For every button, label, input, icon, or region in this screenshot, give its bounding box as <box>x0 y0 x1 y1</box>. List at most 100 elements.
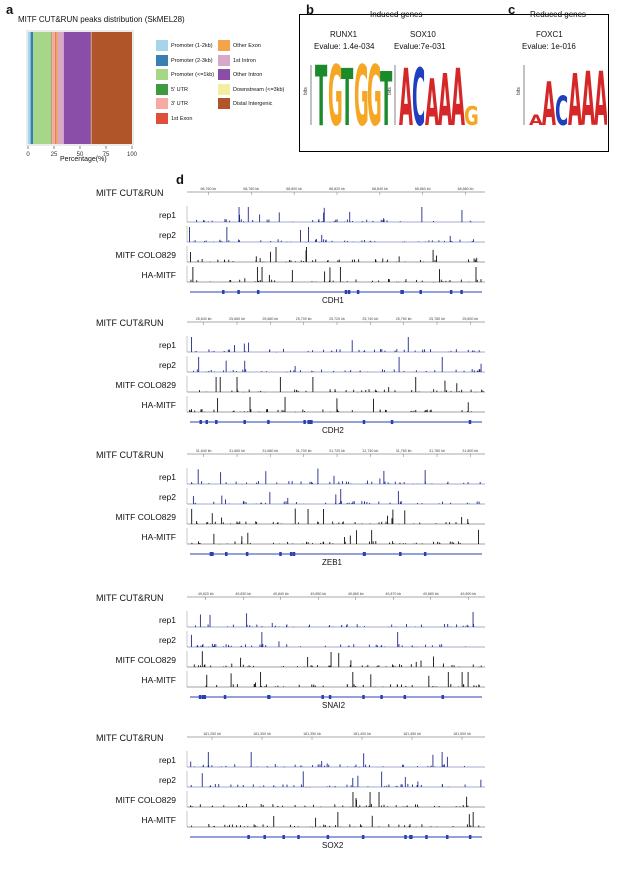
coord-label: 68,860 kb <box>415 187 431 191</box>
logo-letter: G <box>354 55 369 146</box>
motif-sox10-name: SOX10 <box>410 30 436 39</box>
x-axis: 0 25 50 75 100 <box>26 146 138 158</box>
coord-label: 31,740 kb <box>362 449 378 453</box>
track-label: rep2 <box>158 635 176 645</box>
panel-b-letter: b <box>306 2 314 17</box>
coord-label: 31,680 kb <box>262 449 278 453</box>
track-label: rep1 <box>158 340 176 350</box>
bar-segment-5 <box>55 32 56 144</box>
motif-foxc1-evalue: Evalue: 1e-016 <box>522 42 576 51</box>
coord-label: 31,660 kb <box>229 449 245 453</box>
coord-label: 31,780 kb <box>429 449 445 453</box>
track-label: rep1 <box>158 472 176 482</box>
bar-segment-0 <box>28 32 31 144</box>
bar-segment-2 <box>33 32 51 144</box>
track-label: rep1 <box>158 210 176 220</box>
legend-entry: 5' UTR <box>156 83 188 95</box>
locus-svg-sox2: 181,250 kb 181,300 kb 181,350 kb 181,400 kb… <box>186 732 485 839</box>
coord-label: 181,250 kb <box>203 732 221 736</box>
logo-letter: A <box>425 66 439 141</box>
legend-entry: 3' UTR <box>156 98 188 109</box>
bar-segment-1 <box>30 32 34 144</box>
coord-label: 68,780 kb <box>243 187 259 191</box>
logo-letter: A <box>581 56 595 143</box>
track-label: HA-MITF <box>141 400 176 410</box>
track-label: rep2 <box>158 492 176 502</box>
track-label: rep2 <box>158 775 176 785</box>
motif-runx1-name: RUNX1 <box>330 30 358 39</box>
coord-label: 25,660 kb <box>229 317 245 321</box>
bits-label: bits <box>516 87 522 95</box>
track-label: HA-MITF <box>141 270 176 280</box>
bar-segment-6 <box>55 32 58 144</box>
track-label: rep2 <box>158 230 176 240</box>
bar-segment-7 <box>57 32 64 144</box>
bits-label: bits <box>303 87 309 95</box>
coord-label: 181,350 kb <box>303 732 321 736</box>
track-label: MITF COLO829 <box>115 380 176 390</box>
panel-a-title: MITF CUT&RUN peaks distribution (SkMEL28… <box>18 15 185 24</box>
panel-c-title: Reduced genes <box>530 10 587 19</box>
panel-a-xlabel: Percentage(%) <box>60 156 107 163</box>
coord-label: 25,720 kb <box>329 317 345 321</box>
locus-svg-cdh2: 25,640 kb 25,660 kb 25,680 kb 25,700 kb 25,7… <box>186 317 485 424</box>
logo-letter: A <box>529 112 543 129</box>
legend-entry: Other Intron <box>218 69 262 80</box>
coord-label: 25,680 kb <box>262 317 278 321</box>
legend-entry: Downstream (<=3kb) <box>218 83 284 95</box>
logo-letter: A <box>399 55 413 144</box>
track-label: HA-MITF <box>141 675 176 685</box>
coord-label: 49,870 kb <box>385 592 401 596</box>
coord-label: 31,720 kb <box>329 449 345 453</box>
locus-header-label: MITF CUT&RUN <box>96 318 164 328</box>
track-label: MITF COLO829 <box>115 250 176 260</box>
logo-letter: A <box>451 55 465 144</box>
coord-label: 68,800 kb <box>286 187 302 191</box>
legend-entry: Distal Intergenic <box>218 98 272 109</box>
panel-b-title: Induced genes <box>370 10 423 19</box>
logo-letter: A <box>438 61 452 143</box>
gene-name: CDH1 <box>322 296 344 305</box>
coord-label: 68,880 kb <box>458 187 474 191</box>
logo-sox10: bits A C A A A G <box>387 55 479 144</box>
logo-letter: G <box>464 102 479 132</box>
track-label: rep1 <box>158 755 176 765</box>
x-tick-label: 50 <box>77 152 84 158</box>
track-label: HA-MITF <box>141 815 176 825</box>
coord-label: 25,760 kb <box>396 317 412 321</box>
bar-segment-10 <box>91 32 132 144</box>
locus-svg-zeb1: 31,640 kb 31,660 kb 31,680 kb 31,700 kb 31,7… <box>186 449 485 556</box>
coord-label: 181,400 kb <box>353 732 371 736</box>
bar-segment-8 <box>63 32 91 144</box>
coord-label: 181,500 kb <box>453 732 471 736</box>
x-tick-label: 75 <box>103 152 110 158</box>
motif-box <box>299 14 609 152</box>
logo-letter: A <box>542 71 556 140</box>
locus-header-label: MITF CUT&RUN <box>96 593 164 603</box>
coord-label: 181,450 kb <box>403 732 421 736</box>
coord-label: 49,850 kb <box>310 592 326 596</box>
coord-label: 49,840 kb <box>273 592 289 596</box>
track-label: MITF COLO829 <box>115 655 176 665</box>
locus-header-label: MITF CUT&RUN <box>96 450 164 460</box>
logo-letter: C <box>412 55 425 144</box>
coord-label: 68,760 kb <box>201 187 217 191</box>
coord-label: 49,890 kb <box>460 592 476 596</box>
logo-letter: A <box>568 61 582 143</box>
coord-label: 49,880 kb <box>423 592 439 596</box>
bar-segment-3 <box>50 32 52 144</box>
gene-name: SNAI2 <box>322 701 346 710</box>
stacked-bar <box>26 30 134 146</box>
coord-label: 31,640 kb <box>196 449 212 453</box>
legend-entry: Promoter (2-3kb) <box>156 54 213 66</box>
locus-svg-cdh1: 68,760 kb 68,780 kb 68,800 kb 68,820 kb 68,8… <box>186 187 485 294</box>
motif-runx1-evalue: Evalue: 1.4e-034 <box>314 42 375 51</box>
x-tick-label: 100 <box>127 152 138 158</box>
track-label: MITF COLO829 <box>115 512 176 522</box>
legend-entry: 1st Exon <box>156 112 192 124</box>
logo-letter: A <box>594 56 607 143</box>
legend-entry: Promoter (1-2kb) <box>156 40 213 51</box>
legend-entry: Other Exon <box>218 40 261 51</box>
